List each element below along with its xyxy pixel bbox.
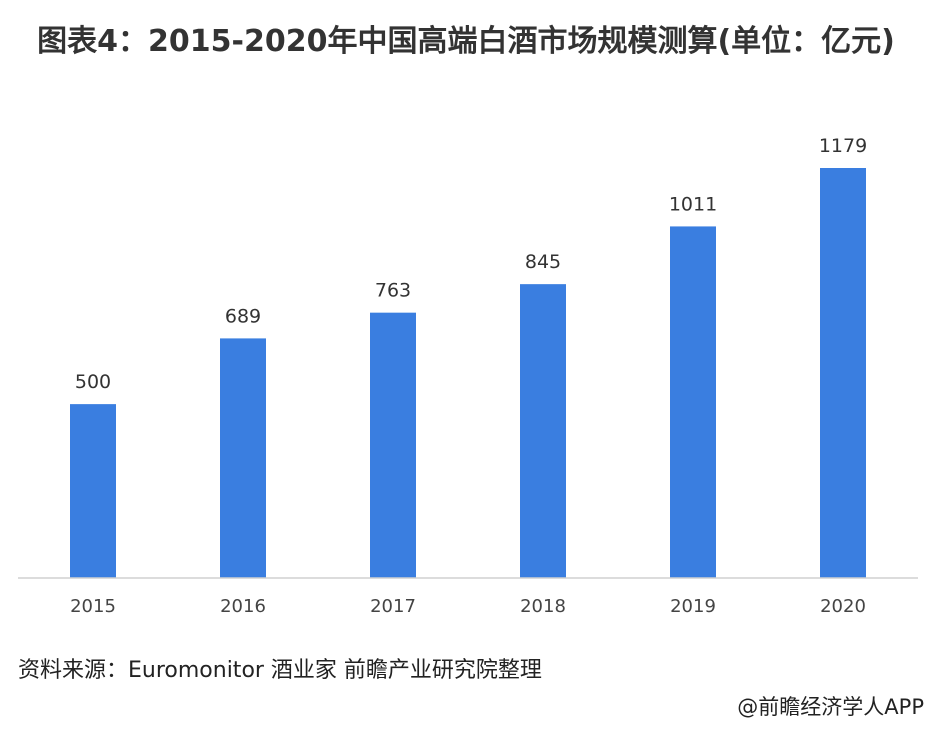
- source-note: 资料来源：Euromonitor 酒业家 前瞻产业研究院整理: [18, 658, 542, 683]
- chart-title: 图表4：2015-2020年中国高端白酒市场规模测算(单位：亿元): [37, 24, 895, 59]
- credit-note: @前瞻经济学人APP: [737, 695, 924, 719]
- data-label-2015: 500: [75, 371, 111, 393]
- data-label-2018: 845: [525, 251, 561, 273]
- bar-2016: [220, 338, 266, 578]
- bar-2015: [70, 404, 116, 578]
- x-tick-label-2020: 2020: [820, 596, 866, 617]
- bar-2019: [670, 226, 716, 578]
- x-tick-label-2017: 2017: [370, 596, 416, 617]
- data-label-2019: 1011: [669, 193, 717, 215]
- bar-2020: [820, 168, 866, 578]
- x-tick-label-2015: 2015: [70, 596, 116, 617]
- x-tick-label-2019: 2019: [670, 596, 716, 617]
- x-tick-label-2018: 2018: [520, 596, 566, 617]
- data-label-2016: 689: [225, 305, 261, 327]
- bar-2017: [370, 312, 416, 578]
- data-label-2017: 763: [375, 280, 411, 302]
- x-tick-label-2016: 2016: [220, 596, 266, 617]
- data-label-2020: 1179: [819, 135, 867, 157]
- bar-2018: [520, 284, 566, 578]
